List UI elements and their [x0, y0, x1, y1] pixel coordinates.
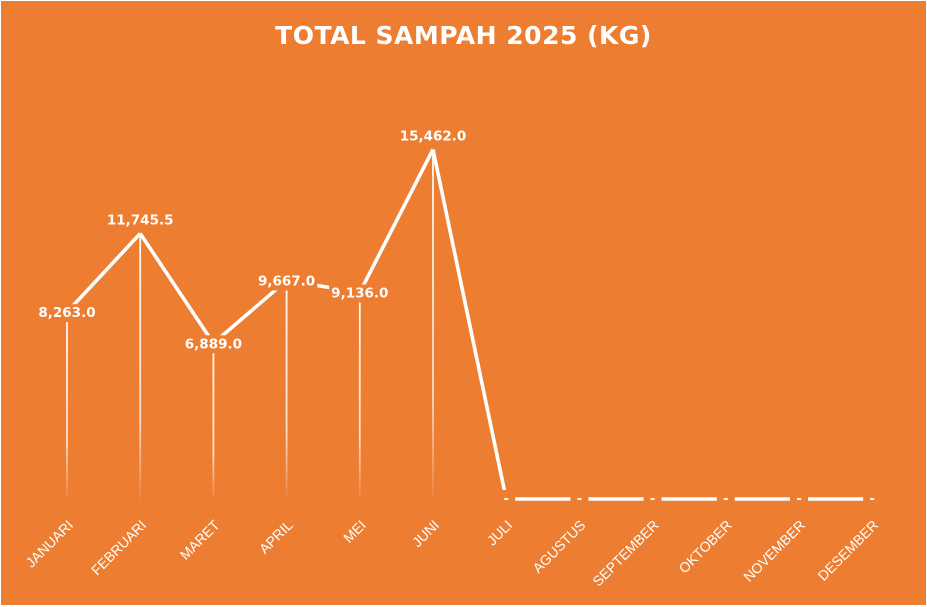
- x-tick-label-januari: JANUARI: [22, 517, 76, 571]
- data-label-mei: 9,136.0: [331, 285, 388, 301]
- data-label-bg-desember: [866, 490, 879, 508]
- drop-line-mei: [358, 292, 361, 499]
- line-segment-1: [65, 232, 142, 314]
- data-label-bg-maret: [182, 335, 245, 354]
- line-segment-2: [138, 232, 215, 345]
- data-label-juli: -: [503, 491, 509, 507]
- x-tick-label-juli: JULI: [484, 517, 516, 549]
- chart-title: TOTAL SAMPAH 2025 (KG): [275, 21, 652, 50]
- data-label-bg-mei: [329, 284, 391, 303]
- x-tick-label-september: SEPTEMBER: [589, 517, 661, 589]
- x-tick-label-agustus: AGUSTUS: [529, 517, 588, 576]
- x-tick-label-layer: JANUARI FEBRUARI MARET APRIL MEI JUNI JULI AGUS…: [22, 516, 881, 589]
- drop-line-januari: [66, 312, 68, 499]
- line-segment-6: [431, 149, 508, 500]
- data-label-oktober: -: [723, 491, 729, 507]
- data-label-september: -: [650, 491, 656, 507]
- x-tick-label-desember: DESEMBER: [814, 517, 881, 584]
- data-label-bg-oktober: [719, 490, 732, 508]
- data-label-maret: 6,889.0: [185, 336, 242, 352]
- line-segment-5: [358, 148, 435, 294]
- x-tick-label-november: NOVEMBER: [740, 517, 808, 585]
- drop-lines: [66, 149, 434, 499]
- data-label-februari: 11,745.5: [107, 212, 174, 228]
- data-label-layer: 8,263.0 11,745.5 6,889.0 9,667.0 9,136.0 15,4…: [36, 127, 879, 508]
- data-label-bg-januari: [36, 304, 98, 323]
- line-segment-3: [212, 279, 288, 345]
- x-tick-label-maret: MARET: [177, 516, 223, 562]
- data-label-bg-juni: [398, 127, 468, 146]
- x-tick-label-juni: JUNI: [409, 517, 442, 550]
- data-label-januari: 8,263.0: [38, 305, 95, 321]
- data-label-agustus: -: [577, 491, 583, 507]
- x-tick-label-april: APRIL: [256, 517, 296, 557]
- drop-line-april: [285, 280, 288, 499]
- x-tick-label-oktober: OKTOBER: [675, 517, 735, 577]
- data-label-desember: -: [869, 491, 875, 507]
- data-label-bg-september: [646, 490, 659, 508]
- drop-line-maret: [212, 343, 215, 499]
- data-label-bg-april: [255, 272, 318, 291]
- drop-line-juni: [432, 149, 434, 499]
- data-label-bg-november: [793, 490, 805, 508]
- data-label-bg-juli: [500, 490, 513, 508]
- data-label-juni: 15,462.0: [400, 128, 467, 144]
- data-label-april: 9,667.0: [258, 273, 315, 289]
- x-tick-label-februari: FEBRUARI: [88, 517, 149, 578]
- data-label-bg-februari: [105, 211, 175, 230]
- series-line-layer: [65, 148, 864, 501]
- data-label-bg-agustus: [573, 490, 586, 508]
- x-tick-label-mei: MEI: [340, 517, 369, 546]
- data-label-november: -: [796, 491, 802, 507]
- drop-line-februari: [139, 233, 142, 499]
